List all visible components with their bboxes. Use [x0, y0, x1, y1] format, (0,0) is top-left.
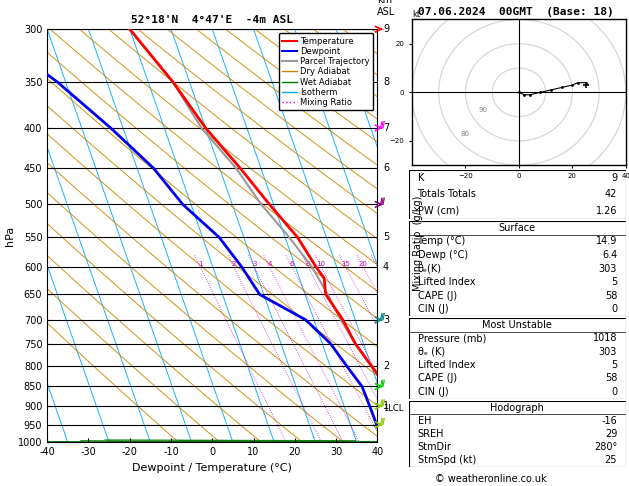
Text: 1: 1 [198, 261, 203, 267]
Text: © weatheronline.co.uk: © weatheronline.co.uk [435, 473, 547, 484]
Text: kt: kt [412, 10, 420, 19]
Text: 20: 20 [359, 261, 368, 267]
Text: 9: 9 [611, 173, 617, 183]
Text: 303: 303 [599, 347, 617, 357]
Text: Pressure (mb): Pressure (mb) [418, 333, 486, 344]
Text: 1.26: 1.26 [596, 206, 617, 216]
Text: PW (cm): PW (cm) [418, 206, 459, 216]
Text: 8: 8 [383, 77, 389, 87]
Text: CAPE (J): CAPE (J) [418, 373, 457, 383]
Text: 15: 15 [341, 261, 350, 267]
Y-axis label: hPa: hPa [5, 226, 15, 246]
Text: Temp (°C): Temp (°C) [418, 236, 466, 246]
Text: 58: 58 [605, 291, 617, 301]
Text: 5: 5 [383, 232, 389, 242]
Text: 10: 10 [316, 261, 326, 267]
Text: 2: 2 [383, 361, 389, 371]
Text: θₑ(K): θₑ(K) [418, 263, 442, 274]
Text: Lifted Index: Lifted Index [418, 277, 475, 287]
Text: 7: 7 [383, 123, 389, 133]
Text: 2: 2 [231, 261, 236, 267]
Text: 0: 0 [611, 387, 617, 397]
Text: 303: 303 [599, 263, 617, 274]
Text: 6: 6 [289, 261, 294, 267]
Text: Totals Totals: Totals Totals [418, 190, 476, 199]
Legend: Temperature, Dewpoint, Parcel Trajectory, Dry Adiabat, Wet Adiabat, Isotherm, Mi: Temperature, Dewpoint, Parcel Trajectory… [279, 34, 373, 110]
Text: 4: 4 [267, 261, 272, 267]
X-axis label: Dewpoint / Temperature (°C): Dewpoint / Temperature (°C) [132, 463, 292, 473]
Text: Surface: Surface [499, 223, 536, 233]
Text: 1: 1 [383, 401, 389, 411]
Text: 1018: 1018 [593, 333, 617, 344]
Text: SREH: SREH [418, 429, 444, 439]
Text: StmDir: StmDir [418, 442, 452, 452]
Text: θₑ (K): θₑ (K) [418, 347, 445, 357]
Text: 3: 3 [252, 261, 257, 267]
Text: 4: 4 [383, 262, 389, 272]
Text: CIN (J): CIN (J) [418, 304, 448, 314]
Text: km
ASL: km ASL [377, 0, 396, 17]
Text: 80: 80 [460, 131, 469, 137]
Text: 5: 5 [611, 360, 617, 370]
Text: CAPE (J): CAPE (J) [418, 291, 457, 301]
Text: Mixing Ratio  (g/kg): Mixing Ratio (g/kg) [413, 195, 423, 291]
Text: 280°: 280° [594, 442, 617, 452]
Text: K: K [418, 173, 424, 183]
Text: Lifted Index: Lifted Index [418, 360, 475, 370]
Text: -16: -16 [601, 416, 617, 426]
Text: 1LCL: 1LCL [383, 403, 403, 413]
Text: 58: 58 [605, 373, 617, 383]
Text: Hodograph: Hodograph [491, 402, 544, 413]
Text: 07.06.2024  00GMT  (Base: 18): 07.06.2024 00GMT (Base: 18) [418, 7, 614, 17]
Text: 0: 0 [611, 304, 617, 314]
Text: 52°18'N  4°47'E  -4m ASL: 52°18'N 4°47'E -4m ASL [131, 15, 293, 25]
Text: 42: 42 [605, 190, 617, 199]
Text: EH: EH [418, 416, 431, 426]
Text: CIN (J): CIN (J) [418, 387, 448, 397]
Text: StmSpd (kt): StmSpd (kt) [418, 455, 476, 465]
Text: 3: 3 [383, 315, 389, 325]
Text: 6.4: 6.4 [602, 250, 617, 260]
Text: 14.9: 14.9 [596, 236, 617, 246]
Text: 9: 9 [383, 24, 389, 34]
Text: 8: 8 [306, 261, 310, 267]
Text: Dewp (°C): Dewp (°C) [418, 250, 467, 260]
Text: Most Unstable: Most Unstable [482, 320, 552, 330]
Text: 90: 90 [479, 107, 488, 113]
Text: 25: 25 [604, 455, 617, 465]
Text: 5: 5 [611, 277, 617, 287]
Text: 6: 6 [383, 163, 389, 174]
Text: 29: 29 [605, 429, 617, 439]
